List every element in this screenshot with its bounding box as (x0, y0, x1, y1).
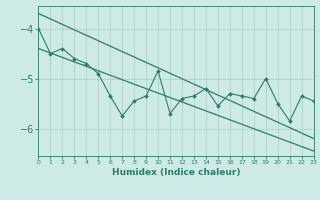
X-axis label: Humidex (Indice chaleur): Humidex (Indice chaleur) (112, 168, 240, 177)
